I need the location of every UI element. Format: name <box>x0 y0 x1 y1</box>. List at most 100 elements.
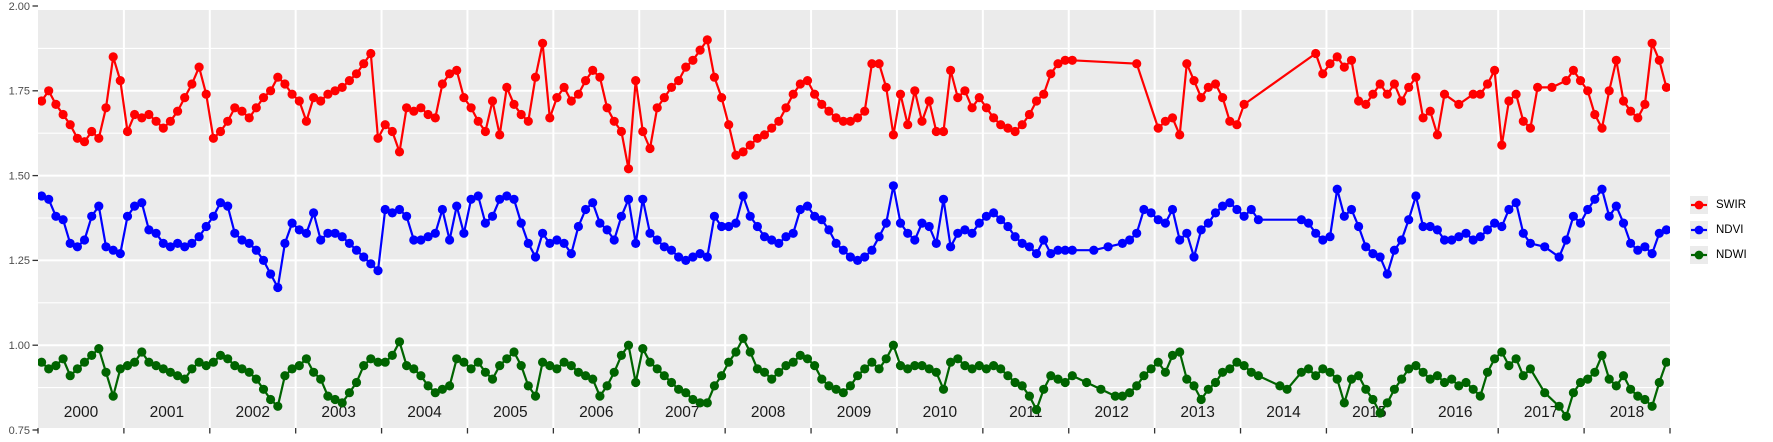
data-point-ndwi <box>1139 371 1149 381</box>
data-point-ndwi <box>695 398 705 408</box>
data-point-ndwi <box>223 354 233 364</box>
data-point-ndwi <box>1096 384 1106 394</box>
data-point-swir <box>1017 120 1027 130</box>
data-point-swir <box>208 133 218 143</box>
legend-key-ndvi-icon <box>1690 220 1708 239</box>
data-point-ndvi <box>1203 218 1213 228</box>
data-point-ndwi <box>44 364 54 374</box>
data-point-ndwi <box>817 374 827 384</box>
data-point-ndwi <box>946 357 956 367</box>
data-point-ndvi <box>101 242 111 252</box>
data-point-ndwi <box>810 361 820 371</box>
data-point-swir <box>251 103 261 113</box>
data-point-ndvi <box>581 204 591 215</box>
data-point-ndvi <box>51 211 61 221</box>
data-point-ndwi <box>1661 357 1670 367</box>
data-point-ndwi <box>1482 367 1493 377</box>
data-point-ndwi <box>316 374 326 384</box>
data-point-ndvi <box>1039 235 1049 245</box>
data-point-ndwi <box>1468 384 1478 394</box>
data-point-swir <box>581 76 591 86</box>
data-point-swir <box>1568 65 1578 75</box>
data-point-ndvi <box>165 242 175 252</box>
data-point-ndwi <box>201 361 211 371</box>
data-point-ndwi <box>874 364 884 374</box>
data-point-ndvi <box>1461 228 1471 238</box>
data-point-ndvi <box>316 235 326 245</box>
data-point-ndwi <box>631 377 641 388</box>
series-line-ndwi <box>40 336 1668 419</box>
data-point-ndwi <box>122 361 133 371</box>
data-point-ndvi <box>609 235 619 245</box>
data-point-ndvi <box>831 238 841 248</box>
data-point-ndvi <box>1554 252 1564 262</box>
data-point-ndvi <box>910 235 920 245</box>
data-point-ndvi <box>1611 201 1621 211</box>
data-point-ndwi <box>1031 405 1042 415</box>
data-point-swir <box>480 126 490 137</box>
data-point-swir <box>1418 113 1428 123</box>
data-point-swir <box>165 116 175 126</box>
data-point-swir <box>874 59 884 69</box>
data-point-ndwi <box>924 364 934 374</box>
data-point-ndvi <box>65 238 75 248</box>
data-point-ndvi <box>1475 232 1485 242</box>
data-point-ndwi <box>996 364 1006 374</box>
data-point-ndwi <box>530 391 541 401</box>
data-point-swir <box>1325 59 1335 69</box>
data-point-ndvi <box>1404 215 1414 225</box>
data-point-ndvi <box>967 228 977 238</box>
data-point-ndwi <box>1303 364 1314 374</box>
data-point-ndvi <box>1239 211 1249 221</box>
data-point-ndwi <box>130 357 140 367</box>
data-point-ndwi <box>1053 374 1063 384</box>
data-point-ndvi <box>1411 191 1421 201</box>
data-point-ndwi <box>853 371 863 381</box>
data-point-swir <box>824 106 834 116</box>
data-point-ndwi <box>1003 371 1013 381</box>
data-point-ndvi <box>394 204 405 215</box>
data-point-ndwi <box>1225 364 1235 374</box>
data-point-ndvi <box>187 238 197 248</box>
data-point-ndvi <box>280 238 290 248</box>
data-point-ndwi <box>380 357 390 367</box>
data-point-ndwi <box>273 401 283 411</box>
data-point-swir <box>223 116 233 126</box>
data-point-ndvi <box>1368 249 1378 259</box>
data-point-swir <box>1003 123 1013 133</box>
data-point-ndvi <box>1568 211 1578 221</box>
data-point-swir <box>1497 140 1507 150</box>
series-ndwi <box>38 333 1670 421</box>
data-point-ndwi <box>65 371 75 381</box>
data-point-ndvi <box>652 235 662 245</box>
data-point-ndwi <box>1311 371 1321 381</box>
x-axis-year-label: 2004 <box>407 404 442 421</box>
data-point-swir <box>187 79 197 89</box>
data-point-ndwi <box>845 381 856 391</box>
data-point-swir <box>473 116 483 126</box>
data-point-ndvi <box>595 218 605 228</box>
data-point-swir <box>130 109 140 120</box>
data-point-ndvi <box>130 201 140 211</box>
data-point-ndvi <box>1296 215 1306 225</box>
data-point-ndvi <box>895 218 906 228</box>
data-point-ndvi <box>867 245 877 255</box>
data-point-ndvi <box>266 269 276 279</box>
data-point-ndwi <box>402 361 412 371</box>
data-point-ndwi <box>1490 354 1500 364</box>
data-point-swir <box>144 109 154 120</box>
data-point-ndvi <box>759 232 770 242</box>
data-point-ndwi <box>917 361 927 371</box>
data-point-swir <box>1332 52 1342 62</box>
data-point-swir <box>38 96 47 106</box>
data-point-swir <box>1475 89 1485 99</box>
data-point-ndwi <box>330 394 340 405</box>
data-point-ndvi <box>981 211 992 221</box>
data-point-ndwi <box>1318 364 1328 374</box>
data-point-ndvi <box>795 204 805 215</box>
data-point-ndwi <box>731 347 741 357</box>
data-point-ndwi <box>1540 388 1550 398</box>
data-point-ndvi <box>1454 232 1464 242</box>
data-point-ndwi <box>566 361 576 371</box>
data-point-ndwi <box>674 384 684 394</box>
